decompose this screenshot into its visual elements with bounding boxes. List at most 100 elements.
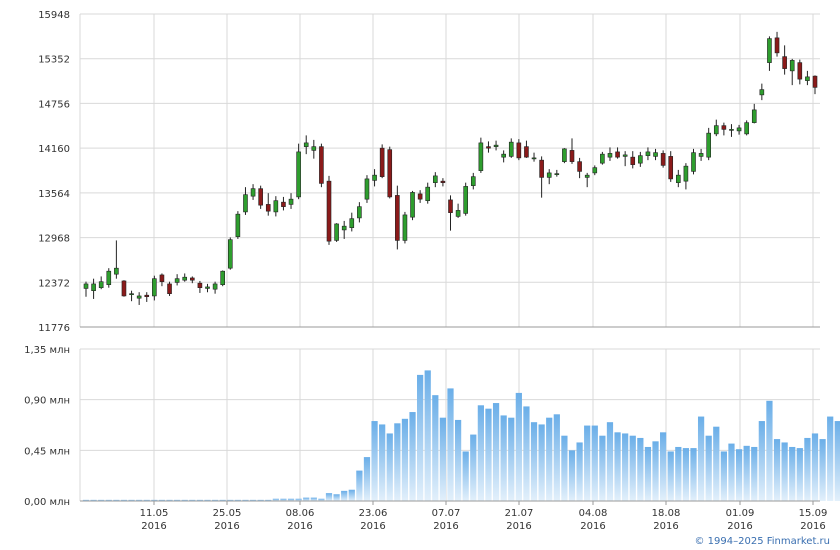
candle-body — [417, 193, 423, 200]
candle-body — [98, 281, 104, 288]
candle-body — [721, 125, 727, 130]
volume-bar — [287, 498, 295, 501]
price-y-tick-label: 13564 — [38, 189, 70, 200]
volume-bar — [515, 392, 522, 501]
candle-body — [789, 60, 795, 72]
candle-body — [357, 206, 362, 219]
candle-body — [159, 274, 165, 282]
candle-body — [812, 75, 818, 88]
candle-body — [288, 198, 294, 205]
volume-bar — [568, 450, 576, 501]
volume-bar — [644, 446, 652, 501]
candle-body — [425, 186, 431, 201]
volume-bar — [189, 499, 196, 501]
price-y-tick-label: 15352 — [38, 55, 70, 66]
candle-body — [478, 142, 484, 171]
volume-bar — [417, 374, 424, 501]
candle-body — [683, 165, 689, 182]
volume-bar — [341, 490, 348, 501]
candle-body — [341, 225, 347, 231]
candle-body — [805, 76, 810, 81]
candle-body — [676, 174, 681, 183]
x-tick-year-label: 2016 — [727, 521, 752, 532]
candle-body — [501, 153, 506, 158]
candle-body — [531, 157, 537, 160]
volume-bar — [508, 417, 515, 501]
volume-bar — [660, 432, 667, 501]
candle-body — [713, 125, 719, 135]
price-y-tick-label: 12372 — [38, 278, 70, 289]
volume-bar — [819, 439, 826, 501]
candle-body — [508, 141, 514, 157]
volume-bar — [272, 498, 279, 501]
volume-y-tick-label: 0,45 млн — [24, 446, 70, 457]
candle-body — [433, 175, 438, 183]
candle-body — [660, 153, 666, 166]
candle-body — [645, 151, 651, 156]
candle-body — [569, 150, 575, 162]
candle-body — [782, 56, 787, 69]
x-tick-date-label: 04.08 — [579, 508, 608, 519]
volume-bar — [728, 443, 735, 501]
candle-body — [516, 142, 522, 159]
candle-body — [83, 283, 89, 289]
volume-bar — [462, 451, 469, 501]
candle-body — [303, 142, 309, 147]
volume-y-tick-label: 0,00 млн — [24, 497, 70, 508]
x-tick-date-label: 25.05 — [213, 508, 242, 519]
candle-body — [759, 89, 765, 96]
candle-body — [296, 151, 301, 198]
volume-bar — [105, 499, 112, 501]
candle-body — [463, 186, 468, 214]
price-y-tick-label: 15948 — [38, 10, 70, 21]
x-tick-date-label: 11.05 — [140, 508, 169, 519]
candle-body — [546, 172, 552, 178]
x-tick-year-label: 2016 — [214, 521, 239, 532]
volume-bar — [827, 416, 834, 501]
candle-body — [319, 146, 324, 184]
candle-body — [91, 283, 96, 291]
volume-bar — [606, 422, 614, 501]
volume-bar — [401, 418, 409, 501]
price-y-tick-label: 14160 — [38, 144, 70, 155]
volume-bar — [424, 370, 431, 501]
candle-body — [638, 155, 643, 164]
volume-bar — [242, 499, 249, 501]
volume-bar — [591, 425, 598, 501]
candle-body — [121, 280, 127, 297]
volume-bar — [151, 499, 158, 501]
volume-bar — [454, 419, 462, 501]
volume-bar — [614, 432, 621, 501]
volume-bar — [295, 498, 302, 501]
candle-body — [136, 295, 142, 299]
volume-bar — [432, 395, 439, 501]
volume-bar — [538, 424, 545, 501]
volume-bar — [219, 499, 226, 501]
candle-body — [592, 167, 598, 174]
candle-body — [402, 214, 408, 241]
volume-bar — [257, 499, 264, 501]
candle-body — [744, 122, 749, 135]
volume-bar — [113, 499, 120, 501]
candle-body — [227, 239, 233, 269]
volume-y-tick-label: 0,90 млн — [24, 396, 70, 407]
candle-body — [250, 188, 256, 197]
volume-bar — [136, 499, 143, 501]
volume-bar — [637, 437, 644, 501]
x-tick-year-label: 2016 — [653, 521, 678, 532]
volume-bar — [470, 434, 477, 501]
x-tick-date-label: 21.07 — [505, 508, 534, 519]
volume-bar — [447, 388, 454, 501]
candle-body — [326, 180, 332, 242]
x-tick-year-label: 2016 — [800, 521, 825, 532]
candle-body — [197, 282, 203, 288]
candle-body — [106, 270, 112, 285]
volume-bar — [356, 470, 363, 501]
candle-body — [653, 152, 658, 157]
candle-body — [706, 132, 711, 158]
volume-bar — [713, 426, 720, 501]
volume-bar — [310, 497, 317, 501]
candle-body — [736, 127, 742, 132]
x-tick-date-label: 07.07 — [432, 508, 461, 519]
